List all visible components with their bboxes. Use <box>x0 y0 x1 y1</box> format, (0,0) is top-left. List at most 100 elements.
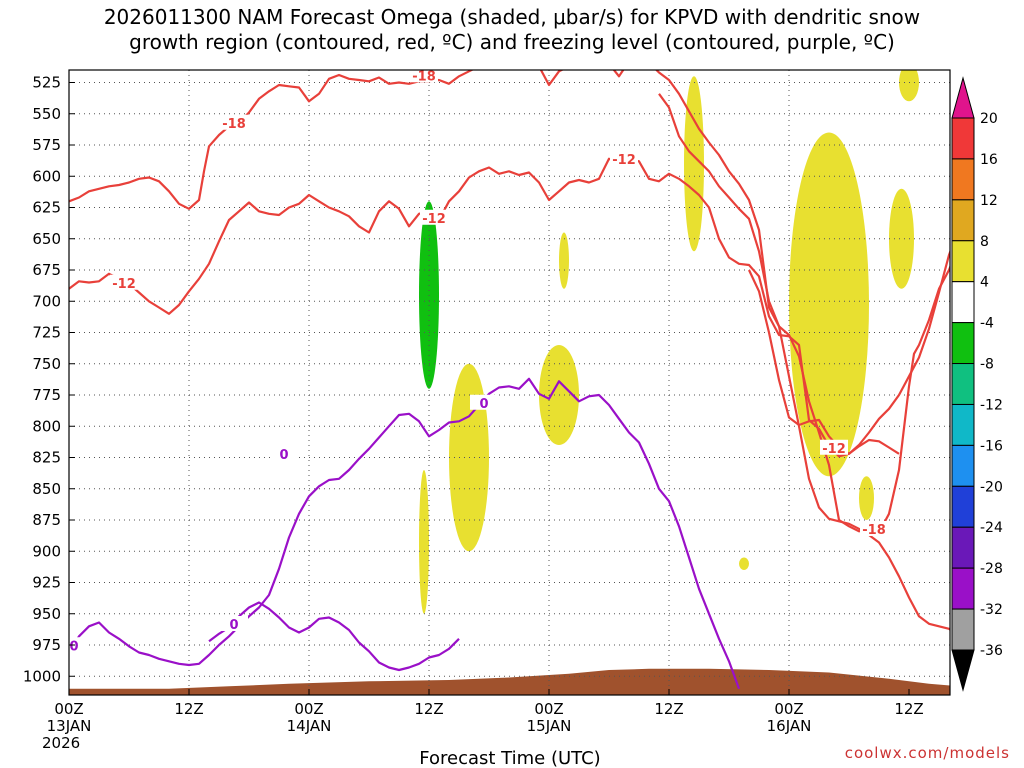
label-minus12-c: -12 <box>612 153 636 168</box>
y-tick-label-600: 600 <box>32 167 61 185</box>
colorbar-label-20: 20 <box>980 111 998 127</box>
y-tick-label-975: 975 <box>32 636 61 654</box>
colorbar-top-triangle <box>951 76 975 119</box>
colorbar-swatch--12 <box>951 403 975 446</box>
y-tick-label-675: 675 <box>32 261 61 279</box>
colorbar-swatch-20 <box>951 117 975 160</box>
omega-region-8 <box>559 232 569 289</box>
label-minus18-a: -18 <box>222 117 246 132</box>
label-minus18-a-bg <box>220 114 248 130</box>
y-tick-label-625: 625 <box>32 199 61 217</box>
x-tick-label-36: 12Z <box>414 700 443 718</box>
colorbar-swatch-12 <box>951 199 975 242</box>
y-tick-label-525: 525 <box>32 74 61 92</box>
colorbar-label--12: -12 <box>980 397 1003 413</box>
label-zero-c: 0 <box>479 397 488 412</box>
y-tick-label-900: 900 <box>32 542 61 560</box>
colorbar-label-4: 4 <box>980 275 989 291</box>
colorbar-label--24: -24 <box>980 520 1003 536</box>
colorbar-swatch-8 <box>951 240 975 283</box>
y-tick-label-950: 950 <box>32 605 61 623</box>
colorbar-label-8: 8 <box>980 234 989 250</box>
label-minus18-c: -18 <box>862 523 886 538</box>
omega-region-6 <box>419 470 429 614</box>
colorbar-swatch--16 <box>951 444 975 487</box>
label-zero-b-bg <box>270 446 298 461</box>
y-tick-label-925: 925 <box>32 574 61 592</box>
x-tick-label-12: 12Z <box>174 700 203 718</box>
label-minus12-a-bg <box>110 274 138 290</box>
chart-title-line-1: 2026011300 NAM Forecast Omega (shaded, μ… <box>104 5 920 29</box>
label-zero-b: 0 <box>279 448 288 463</box>
y-axis: 525 550 575 600 625 650 675 700 725 750 775 800 825 8… <box>23 74 75 685</box>
contour-lines <box>69 70 950 690</box>
contour-minus12-lower <box>748 269 900 455</box>
colorbar-label--32: -32 <box>980 602 1003 618</box>
omega-region-9 <box>859 476 874 520</box>
label-minus12-b: -12 <box>422 212 446 227</box>
colorbar-label--8: -8 <box>980 357 994 373</box>
colorbar-swatch--8 <box>951 363 975 405</box>
omega-shading-layer <box>419 70 919 614</box>
label-zero-c-bg <box>470 394 498 410</box>
colorbar-label--20: -20 <box>980 479 1003 495</box>
colorbar-label-16: 16 <box>980 152 998 168</box>
contour-minus18-upper <box>69 70 950 534</box>
x-day-label-13JAN: 13JAN <box>47 717 92 735</box>
x-axis-label: Forecast Time (UTC) <box>419 748 600 768</box>
x-tick-label-84: 12Z <box>894 700 923 718</box>
label-minus18-b-bg <box>410 67 438 83</box>
y-tick-label-725: 725 <box>32 324 61 342</box>
label-minus12-b-bg <box>420 209 448 225</box>
colorbar-label-12: 12 <box>980 193 998 209</box>
y-tick-label-825: 825 <box>32 449 61 467</box>
colorbar-swatch-16 <box>951 158 975 201</box>
contour-labels: -18 -18 -18 -12 -12 -12 -12 0 0 0 0 <box>60 67 888 654</box>
colorbar-swatch-4 <box>951 281 975 324</box>
colorbar-label--28: -28 <box>980 561 1003 577</box>
y-tick-label-1000: 1000 <box>23 667 61 685</box>
x-day-label-15JAN: 15JAN <box>527 717 572 735</box>
label-zero-d-bg <box>220 616 248 631</box>
x-tick-label-24: 00Z <box>294 700 323 718</box>
colorbar-label--16: -16 <box>980 438 1003 454</box>
plot-frame <box>68 69 951 696</box>
colorbar: 20 16 12 8 4 -4 -8 -12 -16 -20 -24 -28 -32 -36 <box>951 76 1003 692</box>
omega-region-10 <box>739 557 749 570</box>
x-day-label-16JAN: 16JAN <box>767 717 812 735</box>
omega-region-4 <box>889 188 914 289</box>
omega-region-2 <box>789 132 869 477</box>
omega-region-3 <box>899 70 919 102</box>
x-tick-label-0: 00Z <box>54 700 83 718</box>
y-tick-label-800: 800 <box>32 417 61 435</box>
credit-text: coolwx.com/models <box>845 744 1010 762</box>
y-tick-label-550: 550 <box>32 105 61 123</box>
contour-minus18-lower <box>658 93 950 631</box>
y-tick-label-775: 775 <box>32 386 61 404</box>
colorbar-swatch--32 <box>951 608 975 651</box>
x-tick-label-48: 00Z <box>534 700 563 718</box>
terrain-fill <box>69 668 950 695</box>
label-zero-a: 0 <box>69 639 78 654</box>
y-tick-label-575: 575 <box>32 136 61 154</box>
label-zero-d: 0 <box>229 618 238 633</box>
contour-zero-main <box>69 377 741 690</box>
y-tick-label-750: 750 <box>32 355 61 373</box>
label-minus12-a: -12 <box>112 277 136 292</box>
y-tick-label-850: 850 <box>32 480 61 498</box>
x-year-label: 2026 <box>42 734 80 752</box>
terrain-layer <box>69 668 950 695</box>
chart-title-line-2: growth region (contoured, red, ºC) and f… <box>129 30 895 54</box>
contour-zero-loop <box>208 601 460 672</box>
x-tick-label-72: 00Z <box>774 700 803 718</box>
x-day-label-14JAN: 14JAN <box>287 717 332 735</box>
colorbar-swatch--4 <box>951 322 975 365</box>
x-tick-label-60: 12Z <box>654 700 683 718</box>
colorbar-bottom-triangle <box>951 649 975 692</box>
colorbar-swatch--24 <box>951 526 975 569</box>
gridlines <box>69 70 950 695</box>
label-minus12-d: -12 <box>822 442 846 457</box>
colorbar-swatch--28 <box>951 567 975 610</box>
